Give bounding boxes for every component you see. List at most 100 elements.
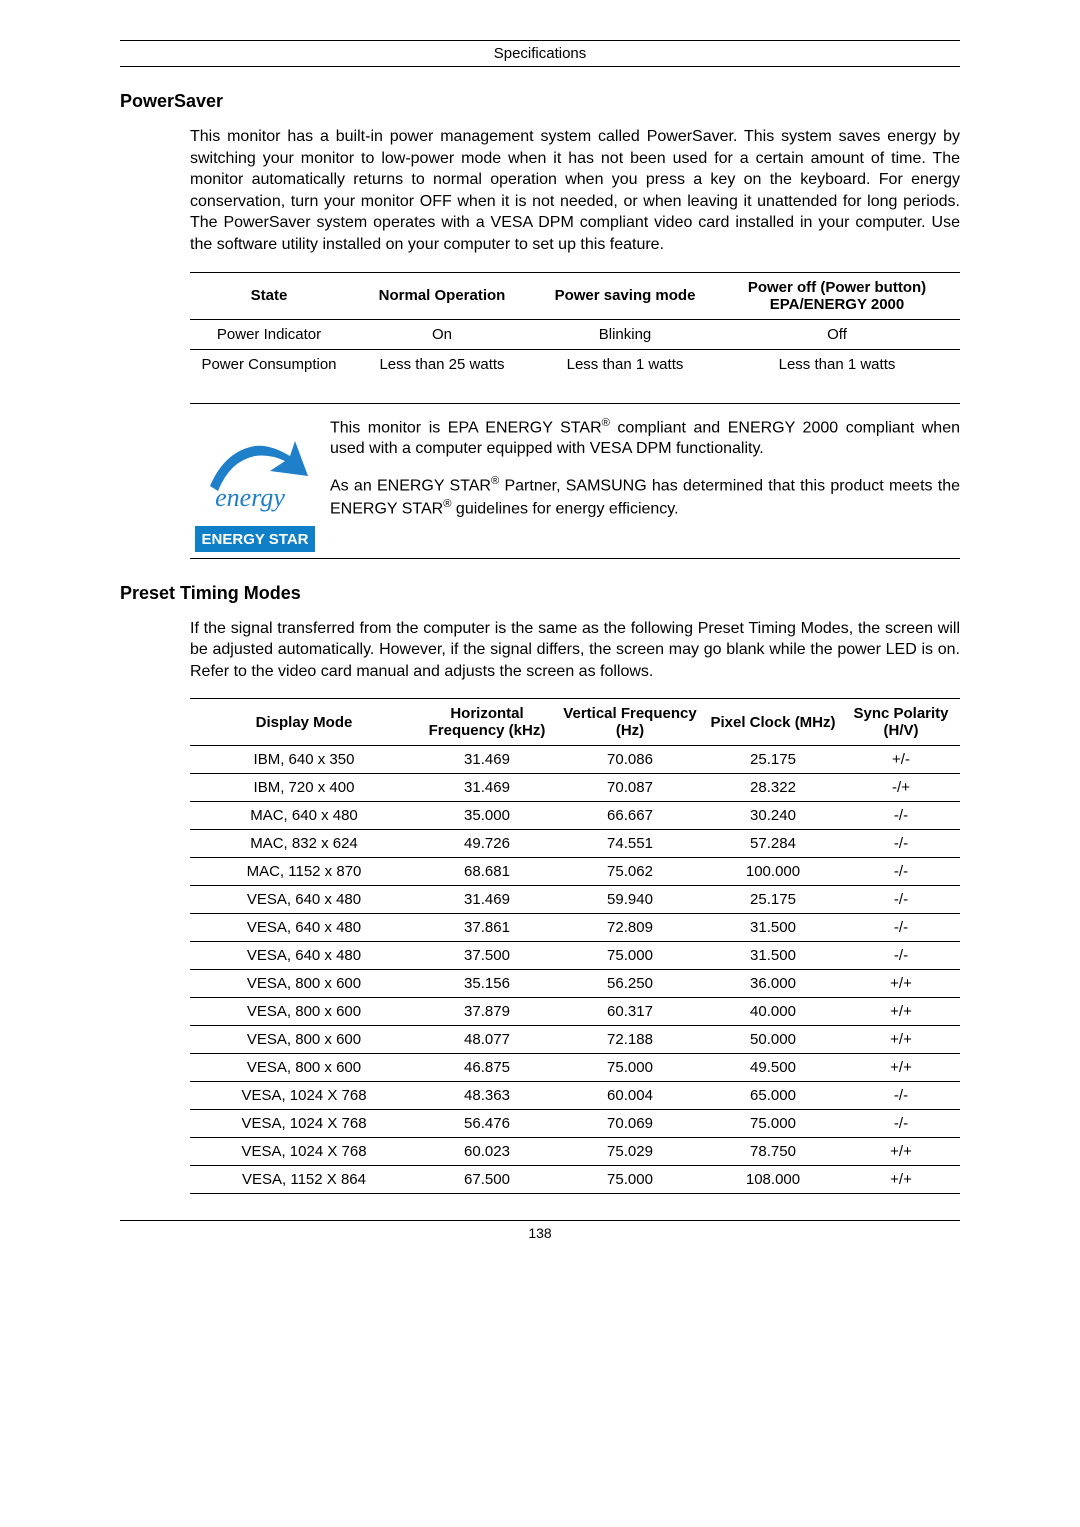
preset-title: Preset Timing Modes [120, 583, 960, 604]
pt-r6c1: VESA, 640 x 480 [190, 914, 418, 942]
pt-r15c2: 67.500 [418, 1166, 556, 1194]
energy-star-text: This monitor is EPA ENERGY STAR® complia… [330, 404, 960, 532]
pt-r0c2: 31.469 [418, 746, 556, 774]
pt-r10c4: 50.000 [704, 1026, 842, 1054]
pt-r5c3: 59.940 [556, 886, 704, 914]
pt-r13c3: 70.069 [556, 1110, 704, 1138]
pt-r4c3: 75.062 [556, 858, 704, 886]
page: Specifications PowerSaver This monitor h… [0, 0, 1080, 1527]
ps-r1c4: Less than 1 watts [714, 349, 960, 379]
pt-r1c3: 70.087 [556, 774, 704, 802]
pt-r1c2: 31.469 [418, 774, 556, 802]
pt-r2c3: 66.667 [556, 802, 704, 830]
ps-r0c1: Power Indicator [190, 319, 348, 349]
header-title: Specifications [120, 43, 960, 64]
ps-r0c4: Off [714, 319, 960, 349]
es-p2a: As an ENERGY STAR [330, 477, 491, 494]
pt-r4c1: MAC, 1152 x 870 [190, 858, 418, 886]
powersaver-table: State Normal Operation Power saving mode… [190, 272, 960, 379]
pt-r1c1: IBM, 720 x 400 [190, 774, 418, 802]
pt-r10c2: 48.077 [418, 1026, 556, 1054]
registered-icon: ® [491, 475, 499, 487]
pt-r1c4: 28.322 [704, 774, 842, 802]
header-rule-bot [120, 66, 960, 67]
pt-r7c4: 31.500 [704, 942, 842, 970]
pt-r4c4: 100.000 [704, 858, 842, 886]
ps-r1c1: Power Consumption [190, 349, 348, 379]
pt-r14c1: VESA, 1024 X 768 [190, 1138, 418, 1166]
pt-r2c4: 30.240 [704, 802, 842, 830]
header-rule-top [120, 40, 960, 41]
pt-r5c2: 31.469 [418, 886, 556, 914]
ps-th-saving: Power saving mode [536, 272, 714, 319]
pt-r3c3: 74.551 [556, 830, 704, 858]
es-p2c: guidelines for energy efficiency. [451, 500, 678, 517]
pt-r12c2: 48.363 [418, 1082, 556, 1110]
pt-r11c1: VESA, 800 x 600 [190, 1054, 418, 1082]
pt-r5c1: VESA, 640 x 480 [190, 886, 418, 914]
pt-r9c5: +/+ [842, 998, 960, 1026]
pt-r15c3: 75.000 [556, 1166, 704, 1194]
pt-r11c4: 49.500 [704, 1054, 842, 1082]
pt-r12c5: -/- [842, 1082, 960, 1110]
pt-r4c2: 68.681 [418, 858, 556, 886]
pt-r10c5: +/+ [842, 1026, 960, 1054]
ps-r1c3: Less than 1 watts [536, 349, 714, 379]
pt-r12c3: 60.004 [556, 1082, 704, 1110]
pt-r7c5: -/- [842, 942, 960, 970]
pt-r2c1: MAC, 640 x 480 [190, 802, 418, 830]
pt-r1c5: -/+ [842, 774, 960, 802]
pt-r6c5: -/- [842, 914, 960, 942]
pt-r13c4: 75.000 [704, 1110, 842, 1138]
pt-th-vfreq: Vertical Frequency (Hz) [556, 699, 704, 746]
pt-th-mode: Display Mode [190, 699, 418, 746]
pt-r15c5: +/+ [842, 1166, 960, 1194]
pt-r13c1: VESA, 1024 X 768 [190, 1110, 418, 1138]
pt-r8c2: 35.156 [418, 970, 556, 998]
pt-r9c4: 40.000 [704, 998, 842, 1026]
pt-th-pclk: Pixel Clock (MHz) [704, 699, 842, 746]
ps-th-state: State [190, 272, 348, 319]
page-number: 138 [120, 1220, 960, 1241]
pt-r14c2: 60.023 [418, 1138, 556, 1166]
pt-r5c4: 25.175 [704, 886, 842, 914]
pt-r3c1: MAC, 832 x 624 [190, 830, 418, 858]
pt-r0c4: 25.175 [704, 746, 842, 774]
pt-th-sync: Sync Polarity (H/V) [842, 699, 960, 746]
pt-th-hfreq: Horizontal Frequency (kHz) [418, 699, 556, 746]
pt-r2c5: -/- [842, 802, 960, 830]
pt-r14c4: 78.750 [704, 1138, 842, 1166]
pt-r3c5: -/- [842, 830, 960, 858]
pt-r7c1: VESA, 640 x 480 [190, 942, 418, 970]
pt-r3c2: 49.726 [418, 830, 556, 858]
pt-r13c5: -/- [842, 1110, 960, 1138]
pt-r10c3: 72.188 [556, 1026, 704, 1054]
pt-r0c1: IBM, 640 x 350 [190, 746, 418, 774]
pt-r8c3: 56.250 [556, 970, 704, 998]
ps-r0c2: On [348, 319, 536, 349]
pt-r7c2: 37.500 [418, 942, 556, 970]
ps-th-off: Power off (Power button) EPA/ENERGY 2000 [714, 272, 960, 319]
pt-r6c3: 72.809 [556, 914, 704, 942]
preset-para: If the signal transferred from the compu… [190, 618, 960, 683]
energy-text-bot: ENERGY STAR [202, 531, 309, 548]
energy-star-logo: energy ENERGY STAR [190, 404, 330, 558]
pt-r11c3: 75.000 [556, 1054, 704, 1082]
powersaver-para: This monitor has a built-in power manage… [190, 126, 960, 256]
preset-table: Display Mode Horizontal Frequency (kHz) … [190, 698, 960, 1194]
pt-r11c2: 46.875 [418, 1054, 556, 1082]
es-p1a: This monitor is EPA ENERGY STAR [330, 419, 602, 436]
pt-r7c3: 75.000 [556, 942, 704, 970]
energy-star-block: energy ENERGY STAR This monitor is EPA E… [190, 403, 960, 559]
pt-r11c5: +/+ [842, 1054, 960, 1082]
ps-r0c3: Blinking [536, 319, 714, 349]
pt-r15c1: VESA, 1152 X 864 [190, 1166, 418, 1194]
energy-text-top: energy [215, 483, 285, 512]
pt-r9c2: 37.879 [418, 998, 556, 1026]
pt-r15c4: 108.000 [704, 1166, 842, 1194]
pt-r10c1: VESA, 800 x 600 [190, 1026, 418, 1054]
pt-r12c1: VESA, 1024 X 768 [190, 1082, 418, 1110]
pt-r4c5: -/- [842, 858, 960, 886]
ps-r1c2: Less than 25 watts [348, 349, 536, 379]
pt-r14c5: +/+ [842, 1138, 960, 1166]
